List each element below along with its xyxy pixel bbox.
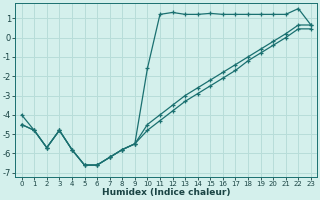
X-axis label: Humidex (Indice chaleur): Humidex (Indice chaleur): [102, 188, 230, 197]
